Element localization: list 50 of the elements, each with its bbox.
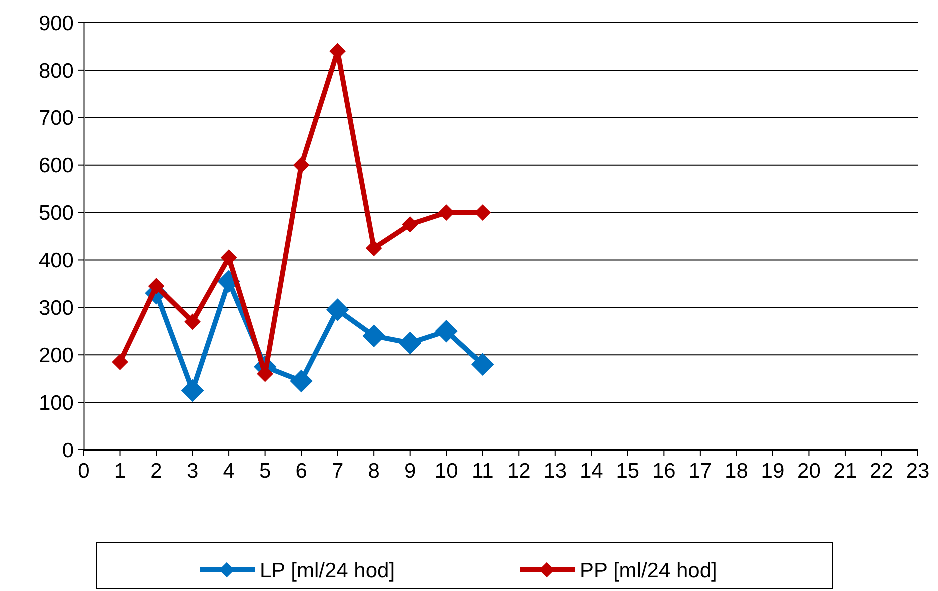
y-tick-label: 500 [38, 202, 74, 226]
x-tick-label: 17 [688, 460, 712, 483]
x-tick-label: 11 [472, 460, 494, 483]
x-tick-label: 16 [652, 460, 676, 483]
x-tick-label: 12 [507, 460, 531, 483]
y-tick-label: 900 [38, 12, 74, 36]
legend-label: LP [ml/24 hod] [260, 559, 396, 582]
point [398, 332, 422, 355]
point [435, 320, 458, 343]
point [184, 314, 201, 330]
x-tick-label: 9 [404, 460, 416, 483]
x-tick-label: 2 [150, 460, 162, 483]
x-tick-label: 3 [186, 460, 199, 483]
x-tick-label: 23 [906, 460, 930, 483]
point [148, 278, 165, 294]
x-tick-label: 1 [114, 460, 126, 483]
point [366, 240, 382, 257]
x-tick-label: 6 [296, 460, 308, 483]
x-tick-label: 4 [223, 460, 236, 483]
point [471, 353, 494, 376]
y-tick-label: 600 [38, 154, 74, 178]
x-tick-label: 10 [434, 460, 458, 483]
y-tick-label: 200 [38, 344, 74, 368]
legend-label: PP [ml/24 hod] [580, 559, 718, 582]
x-tick-label: 8 [368, 460, 380, 483]
y-tick-label: 800 [38, 60, 74, 83]
y-tick-label: 400 [38, 250, 74, 273]
point [402, 216, 419, 233]
x-tick-label: 19 [761, 460, 785, 483]
x-tick-label: 18 [725, 460, 748, 483]
x-tick-label: 22 [870, 460, 894, 483]
point [112, 354, 128, 370]
y-tick-label: 700 [38, 107, 74, 130]
y-tick-label: 100 [38, 392, 74, 415]
y-tick-label: 0 [62, 439, 74, 462]
point [326, 298, 350, 322]
point [362, 324, 386, 348]
x-tick-label: 5 [259, 460, 272, 483]
x-tick-label: 20 [798, 460, 821, 483]
point [293, 157, 310, 174]
x-tick-label: 15 [616, 460, 640, 483]
x-tick-label: 13 [544, 460, 568, 483]
point [220, 250, 238, 266]
point [290, 370, 313, 393]
x-tick-label: 7 [332, 460, 344, 483]
point [181, 379, 204, 402]
x-tick-label: 0 [78, 460, 90, 483]
x-tick-label: 21 [834, 460, 858, 483]
y-tick-label: 300 [38, 297, 74, 320]
x-tick-label: 14 [580, 460, 604, 483]
